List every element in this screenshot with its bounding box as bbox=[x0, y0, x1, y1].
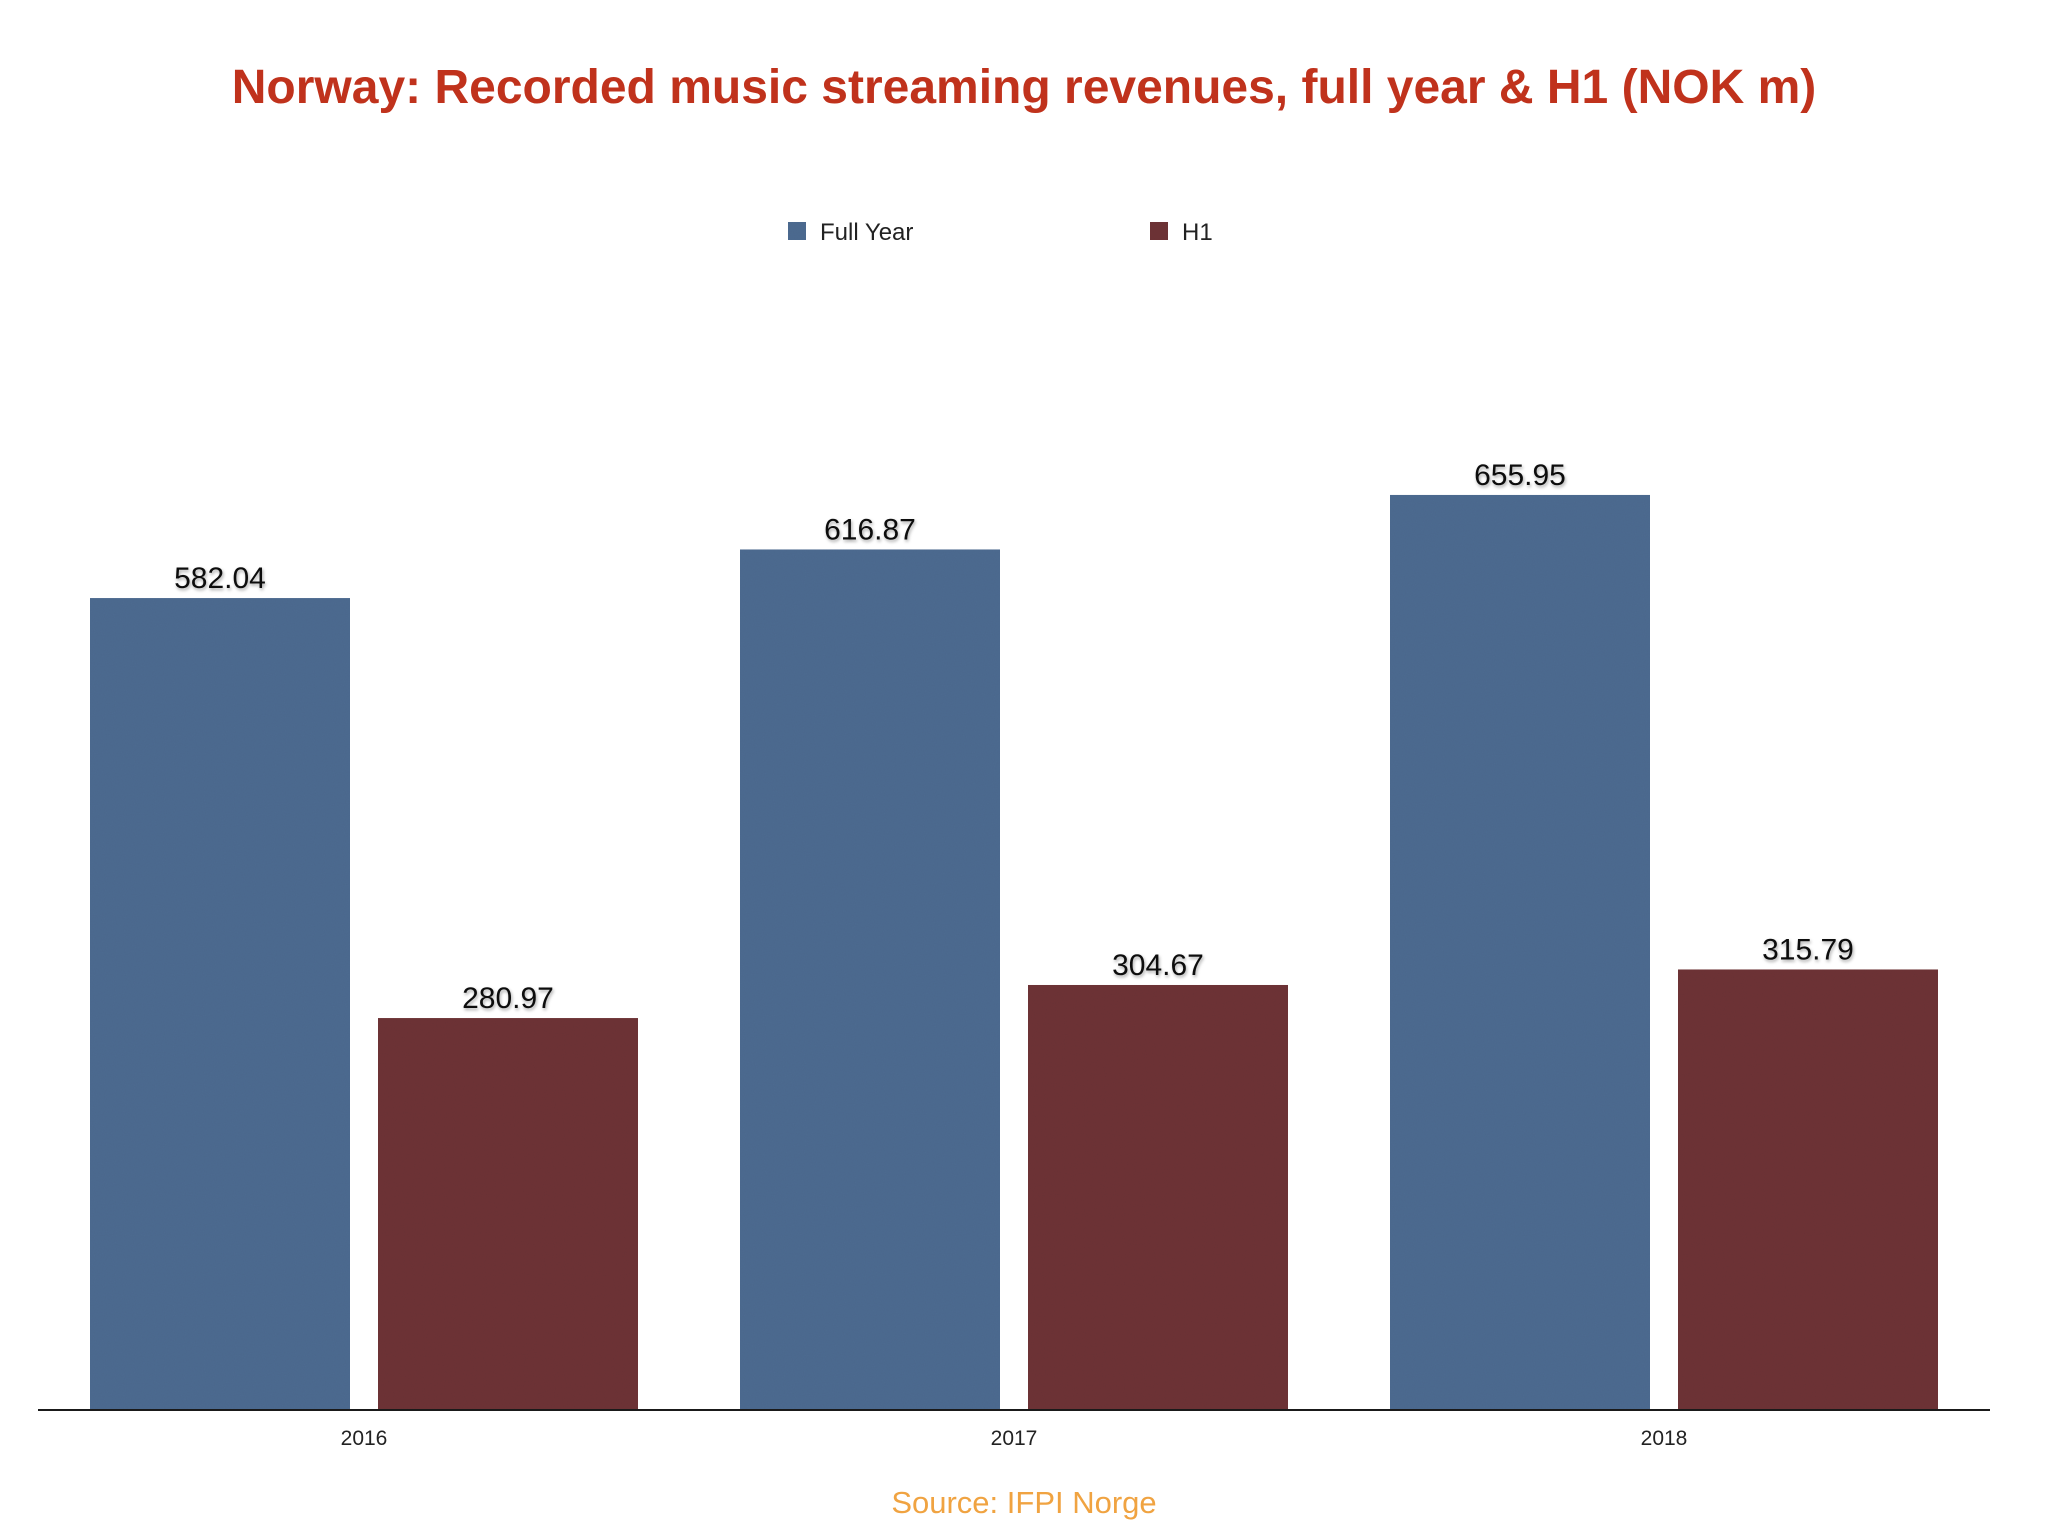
source-note: Source: IFPI Norge bbox=[891, 1485, 1157, 1520]
legend: Full Year H1 bbox=[788, 219, 1213, 246]
x-tick-label-2017: 2017 bbox=[991, 1427, 1038, 1450]
bars-layer bbox=[90, 494, 1938, 1411]
bar-full-year-2017 bbox=[740, 549, 1000, 1410]
legend-swatch-h1 bbox=[1150, 222, 1168, 240]
chart-title: Norway: Recorded music streaming revenue… bbox=[231, 61, 1817, 114]
x-tick-labels: 2016 2017 2018 bbox=[341, 1427, 1688, 1450]
legend-label-full-year: Full Year bbox=[820, 219, 913, 246]
value-label-h1-2018: 315.79 bbox=[1762, 933, 1854, 966]
bar-full-year-2018 bbox=[1390, 494, 1650, 1411]
value-label-h1-2017: 304.67 bbox=[1112, 949, 1204, 982]
x-tick-label-2018: 2018 bbox=[1641, 1427, 1688, 1450]
legend-swatch-full-year bbox=[788, 222, 806, 240]
bar-full-year-2016 bbox=[90, 598, 350, 1410]
value-label-h1-2016: 280.97 bbox=[462, 982, 554, 1015]
bar-h1-2016 bbox=[378, 1018, 638, 1410]
x-tick-label-2016: 2016 bbox=[341, 1427, 388, 1450]
value-label-full-year-2016: 582.04 bbox=[174, 562, 266, 595]
value-label-full-year-2018: 655.95 bbox=[1474, 459, 1566, 492]
bar-h1-2018 bbox=[1678, 969, 1938, 1410]
value-label-full-year-2017: 616.87 bbox=[824, 513, 916, 546]
bar-h1-2017 bbox=[1028, 984, 1288, 1410]
value-labels-layer: 582.04 280.97 616.87 304.67 655.95 315.79 bbox=[174, 459, 1854, 1015]
legend-label-h1: H1 bbox=[1182, 219, 1213, 246]
